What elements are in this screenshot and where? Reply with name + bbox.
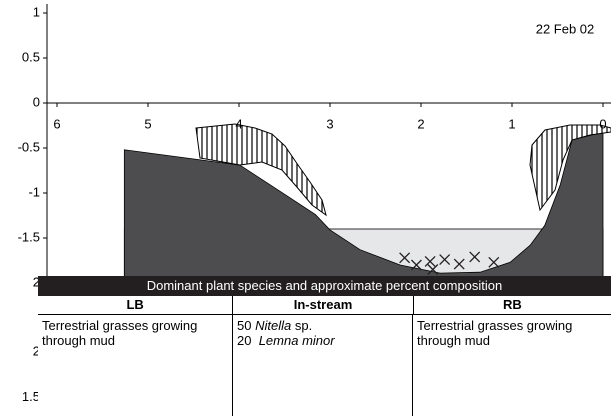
x-tick-label: 0 <box>599 116 606 131</box>
cell: Terrestrial grasses growing through mud <box>413 315 611 416</box>
plant-table: Dominant plant species and approximate p… <box>38 276 611 416</box>
y-tick-label: -1.5 <box>18 229 40 244</box>
column-header: RB <box>414 296 611 315</box>
y-tick-label: 1 <box>33 4 40 19</box>
y-tick-label: 0 <box>33 94 40 109</box>
table-title: Dominant plant species and approximate p… <box>38 276 611 296</box>
y-tick-label: -1 <box>28 184 40 199</box>
species-entry: 20 Lemna minor <box>237 333 408 348</box>
y-tick-label: -0.5 <box>18 139 40 154</box>
percent: 20 <box>237 333 251 348</box>
table-body: Terrestrial grasses growing through mud … <box>38 315 611 416</box>
qualifier: sp. <box>295 318 312 333</box>
x-tick-label: 4 <box>235 116 242 131</box>
x-tick-label: 6 <box>53 116 60 131</box>
x-tick-label: 3 <box>326 116 333 131</box>
x-tick-label: 1 <box>508 116 515 131</box>
percent: 50 <box>237 318 251 333</box>
y-tick-label: 0.5 <box>22 49 40 64</box>
column-header: In-stream <box>233 296 413 315</box>
species: Nitella <box>255 318 291 333</box>
x-tick-label: 2 <box>417 116 424 131</box>
table-header: LB In-stream RB <box>38 296 611 315</box>
column-header: LB <box>38 296 233 315</box>
cell: 50 Nitella sp. 20 Lemna minor <box>233 315 413 416</box>
figure: 22 Feb 02 10.50-0.5-1-1.52654321021.5 Do… <box>0 0 611 416</box>
date-annotation: 22 Feb 02 <box>536 21 595 36</box>
species-entry: 50 Nitella sp. <box>237 318 408 333</box>
species: Lemna minor <box>259 333 335 348</box>
cell: Terrestrial grasses growing through mud <box>38 315 233 416</box>
x-tick-label: 5 <box>144 116 151 131</box>
